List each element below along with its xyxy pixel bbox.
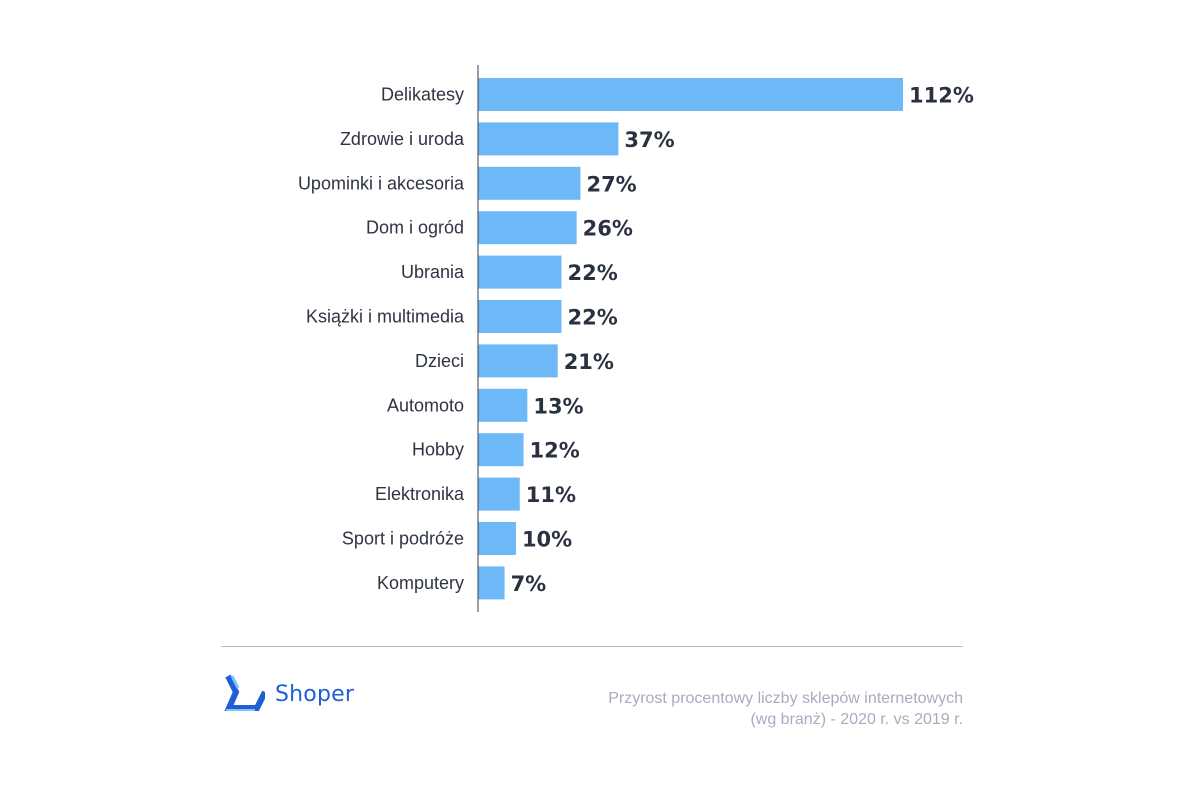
bars-layer: Delikatesy 112% Zdrowie i uroda 37% Upominki… [298, 78, 974, 600]
footer-divider [221, 646, 963, 647]
category-label-delikatesy: Delikatesy [381, 85, 464, 105]
brand-name: Shoper [275, 681, 355, 707]
value-label-dom-i-ogrod: 26% [583, 217, 633, 241]
category-label-sport-i-podroze: Sport i podróże [342, 529, 464, 549]
bar-zdrowie-i-uroda [478, 122, 619, 156]
category-label-elektronika: Elektronika [375, 484, 465, 504]
category-label-dom-i-ogrod: Dom i ogród [366, 218, 464, 238]
bar-sport-i-podroze [478, 522, 516, 555]
category-label-zdrowie-i-uroda: Zdrowie i uroda [340, 129, 465, 149]
value-label-komputery: 7% [511, 572, 547, 596]
caption-line-2: (wg branż) - 2020 r. vs 2019 r. [750, 711, 963, 728]
value-label-ubrania: 22% [567, 261, 617, 285]
category-label-upominki-i-akcesoria: Upominki i akcesoria [298, 173, 465, 193]
bar-ubrania [478, 255, 562, 289]
bar-dzieci [478, 344, 558, 378]
caption-line-1: Przyrost procentowy liczby sklepów inter… [608, 690, 963, 707]
value-label-elektronika: 11% [526, 483, 576, 507]
value-label-sport-i-podroze: 10% [522, 528, 572, 552]
value-label-zdrowie-i-uroda: 37% [624, 128, 674, 152]
bar-komputery [478, 566, 505, 600]
bar-hobby [478, 433, 524, 467]
category-label-ksiazki-i-multimedia: Książki i multimedia [306, 307, 465, 327]
category-label-hobby: Hobby [412, 440, 464, 460]
category-label-dzieci: Dzieci [415, 351, 464, 371]
bar-chart: Delikatesy 112% Zdrowie i uroda 37% Upominki… [298, 65, 974, 612]
shoper-logo: Shoper [221, 674, 354, 714]
value-label-delikatesy: 112% [909, 84, 974, 108]
value-label-upominki-i-akcesoria: 27% [586, 172, 636, 196]
bar-ksiazki-i-multimedia [478, 300, 562, 333]
bar-delikatesy [478, 78, 903, 111]
bar-upominki-i-akcesoria [478, 166, 581, 200]
value-label-ksiazki-i-multimedia: 22% [567, 306, 617, 330]
value-label-automoto: 13% [533, 394, 583, 418]
value-label-hobby: 12% [530, 439, 580, 463]
category-label-komputery: Komputery [377, 573, 464, 593]
chart-caption: Przyrost procentowy liczby sklepów inter… [543, 688, 963, 730]
bar-automoto [478, 388, 528, 422]
category-label-automoto: Automoto [387, 395, 464, 415]
category-label-ubrania: Ubrania [401, 262, 465, 282]
value-label-dzieci: 21% [564, 350, 614, 374]
shoper-logo-icon [224, 674, 265, 711]
bar-dom-i-ogrod [478, 211, 577, 245]
bar-elektronika [478, 477, 520, 511]
